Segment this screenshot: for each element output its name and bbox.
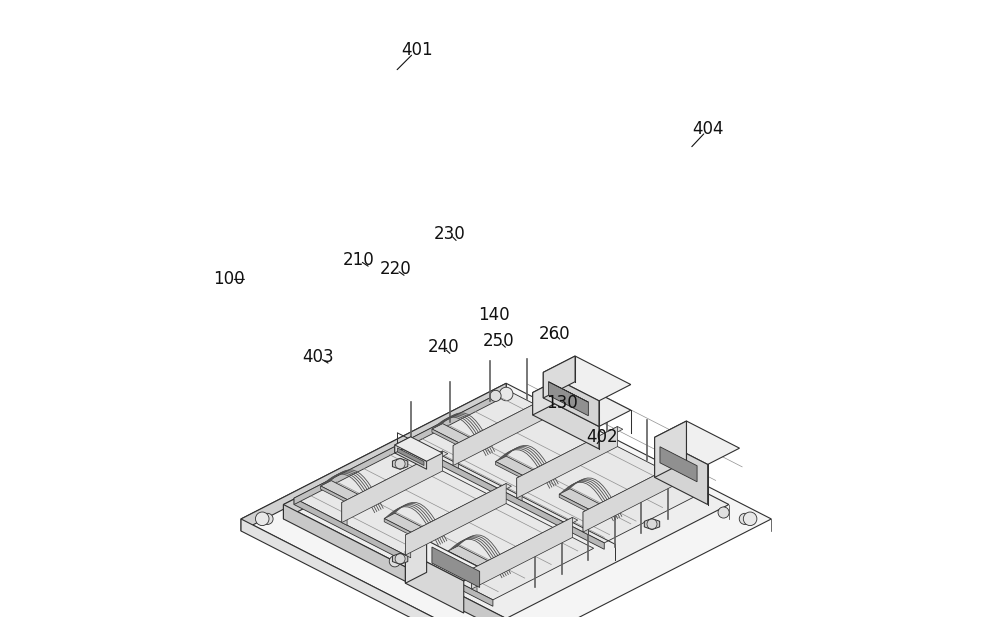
Circle shape — [499, 387, 513, 401]
Polygon shape — [395, 437, 411, 453]
Polygon shape — [660, 447, 697, 482]
Polygon shape — [559, 489, 602, 510]
Polygon shape — [549, 382, 588, 416]
Polygon shape — [342, 451, 448, 505]
Polygon shape — [453, 394, 559, 448]
Polygon shape — [342, 451, 443, 523]
Polygon shape — [405, 540, 485, 581]
Circle shape — [490, 391, 501, 402]
Polygon shape — [241, 519, 506, 618]
Text: 403: 403 — [302, 348, 334, 366]
Circle shape — [718, 507, 729, 518]
Polygon shape — [405, 551, 464, 613]
Polygon shape — [559, 494, 591, 514]
Polygon shape — [283, 391, 729, 618]
Polygon shape — [392, 553, 408, 564]
Text: 402: 402 — [586, 428, 618, 446]
Polygon shape — [655, 421, 739, 465]
Text: 260: 260 — [538, 324, 570, 342]
Polygon shape — [583, 512, 588, 535]
Polygon shape — [342, 502, 347, 525]
Polygon shape — [644, 519, 660, 530]
Polygon shape — [549, 382, 588, 402]
Polygon shape — [405, 389, 705, 543]
Polygon shape — [533, 392, 599, 449]
Polygon shape — [496, 462, 527, 481]
Polygon shape — [294, 447, 395, 504]
Polygon shape — [384, 519, 416, 538]
Polygon shape — [432, 429, 464, 449]
Polygon shape — [432, 423, 474, 446]
Polygon shape — [294, 498, 493, 606]
Circle shape — [395, 554, 405, 564]
Polygon shape — [583, 460, 689, 515]
Text: 230: 230 — [434, 225, 465, 243]
Polygon shape — [517, 426, 618, 498]
Polygon shape — [448, 546, 490, 567]
Polygon shape — [405, 483, 511, 538]
Polygon shape — [432, 547, 480, 588]
Polygon shape — [655, 421, 686, 477]
Text: 140: 140 — [478, 306, 510, 324]
Polygon shape — [405, 389, 506, 447]
Text: 100: 100 — [213, 271, 245, 289]
Circle shape — [255, 512, 269, 525]
Polygon shape — [453, 446, 458, 468]
Polygon shape — [496, 456, 538, 478]
Polygon shape — [294, 447, 594, 600]
Polygon shape — [453, 394, 554, 465]
Polygon shape — [395, 445, 427, 469]
Polygon shape — [533, 376, 564, 415]
Text: 220: 220 — [379, 260, 411, 278]
Polygon shape — [472, 569, 477, 591]
Polygon shape — [543, 356, 575, 398]
Polygon shape — [405, 540, 427, 583]
Text: 130: 130 — [546, 394, 578, 412]
Polygon shape — [397, 448, 424, 465]
Polygon shape — [472, 517, 578, 572]
Polygon shape — [517, 478, 522, 501]
Polygon shape — [543, 372, 599, 426]
Polygon shape — [405, 483, 506, 555]
Polygon shape — [533, 376, 631, 426]
Text: 240: 240 — [427, 338, 459, 356]
Circle shape — [262, 514, 273, 525]
Polygon shape — [655, 438, 708, 504]
Polygon shape — [517, 426, 623, 481]
Text: 210: 210 — [342, 251, 374, 269]
Circle shape — [743, 512, 757, 525]
Text: 404: 404 — [693, 120, 724, 138]
Text: 401: 401 — [401, 41, 433, 59]
Polygon shape — [448, 551, 480, 570]
Polygon shape — [405, 441, 604, 549]
Polygon shape — [283, 504, 506, 618]
Polygon shape — [384, 513, 427, 535]
Polygon shape — [321, 481, 363, 502]
Polygon shape — [283, 391, 506, 519]
Polygon shape — [241, 383, 771, 618]
Polygon shape — [321, 486, 352, 506]
Text: 250: 250 — [483, 332, 515, 350]
Polygon shape — [392, 459, 408, 470]
Polygon shape — [583, 460, 684, 532]
Circle shape — [739, 514, 750, 525]
Circle shape — [389, 556, 400, 567]
Polygon shape — [241, 383, 506, 531]
Polygon shape — [543, 356, 631, 401]
Circle shape — [395, 459, 405, 469]
Polygon shape — [395, 437, 443, 461]
Polygon shape — [472, 517, 572, 589]
Polygon shape — [405, 535, 411, 558]
Circle shape — [501, 391, 512, 402]
Circle shape — [647, 519, 657, 529]
